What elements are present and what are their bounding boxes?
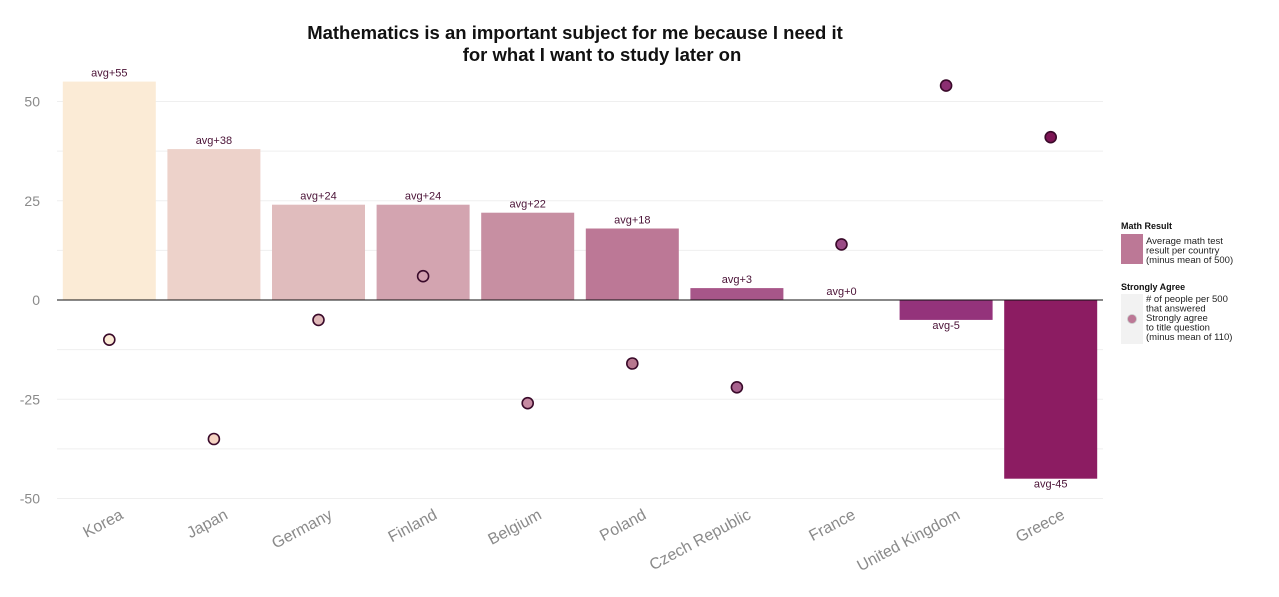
x-tick-label: Greece bbox=[1013, 506, 1067, 546]
point-poland bbox=[625, 357, 639, 370]
bar-belgium bbox=[481, 212, 575, 300]
x-tick-label: United Kingdom bbox=[854, 507, 962, 575]
legend-text: to title question bbox=[1146, 323, 1210, 334]
x-tick-label: France bbox=[806, 506, 858, 544]
legend-text: Strongly agree bbox=[1146, 313, 1208, 324]
point-france bbox=[835, 238, 848, 251]
bar-label: avg+38 bbox=[196, 135, 232, 147]
bar-label: avg-5 bbox=[932, 320, 960, 332]
y-axis-ticks: 50 25 0 -25 -50 bbox=[20, 94, 40, 507]
bar-label: avg+55 bbox=[91, 68, 127, 80]
bar-label: avg+18 bbox=[614, 215, 650, 227]
legend-text: (minus mean of 500) bbox=[1146, 255, 1233, 266]
x-tick-label: Belgium bbox=[486, 507, 545, 549]
y-tick-label: -25 bbox=[20, 391, 40, 407]
legend-point bbox=[1127, 314, 1137, 324]
bar-label: avg+0 bbox=[826, 286, 856, 298]
y-tick-label: 0 bbox=[32, 292, 40, 308]
bar-united-kingdom bbox=[899, 300, 993, 320]
bar-label: avg+3 bbox=[722, 274, 752, 286]
bar-korea bbox=[62, 81, 156, 300]
chart-title-line-2: for what I want to study later on bbox=[463, 44, 742, 65]
point-greece bbox=[1044, 130, 1057, 144]
x-tick-label: Korea bbox=[80, 506, 126, 541]
point-czech-republic bbox=[730, 380, 744, 394]
points bbox=[103, 79, 1057, 446]
point-finland bbox=[416, 269, 430, 283]
x-tick-label: Japan bbox=[184, 507, 230, 542]
x-tick-label: Czech Republic bbox=[647, 507, 754, 575]
point-united-kingdom bbox=[939, 79, 953, 92]
bar-poland bbox=[585, 228, 679, 300]
legend-swatch-bar bbox=[1121, 234, 1143, 264]
legend-title-math-result: Math Result bbox=[1121, 221, 1172, 231]
chart-title-line-1: Mathematics is an important subject for … bbox=[307, 22, 843, 43]
point-belgium bbox=[521, 396, 535, 410]
bar-label: avg+22 bbox=[509, 199, 545, 211]
x-axis-ticks: Korea Japan Germany Finland Belgium PolandCze… bbox=[80, 506, 1067, 575]
bar-finland bbox=[376, 204, 470, 300]
y-tick-label: -50 bbox=[20, 491, 40, 507]
y-tick-label: 25 bbox=[24, 193, 40, 209]
y-tick-label: 50 bbox=[24, 94, 40, 110]
legend-text: result per country bbox=[1146, 246, 1220, 257]
bars bbox=[62, 81, 1098, 479]
x-tick-label: Poland bbox=[597, 507, 649, 545]
x-tick-label: Finland bbox=[386, 507, 440, 547]
bar-czech-republic bbox=[690, 288, 784, 300]
bar-labels: avg+55 avg+38 avg+24 avg+24 avg+22 avg+18 avg+… bbox=[91, 68, 1067, 491]
legend-text: # of people per 500 bbox=[1146, 294, 1228, 305]
point-germany bbox=[312, 313, 325, 327]
bar-japan bbox=[167, 149, 261, 300]
bar-label: avg-45 bbox=[1034, 479, 1068, 491]
legend-text: Average math test bbox=[1146, 236, 1223, 247]
bar-germany bbox=[272, 204, 365, 300]
bar-label: avg+24 bbox=[300, 191, 336, 203]
point-japan bbox=[207, 432, 221, 446]
point-korea bbox=[103, 333, 116, 347]
bar-greece bbox=[1004, 300, 1098, 479]
bar-label: avg+24 bbox=[405, 191, 441, 203]
legend-text: (minus mean of 110) bbox=[1146, 332, 1232, 343]
x-tick-label: Germany bbox=[269, 507, 335, 553]
legend-title-strongly-agree: Strongly Agree bbox=[1121, 282, 1185, 292]
legend-text: that answered bbox=[1146, 304, 1206, 315]
